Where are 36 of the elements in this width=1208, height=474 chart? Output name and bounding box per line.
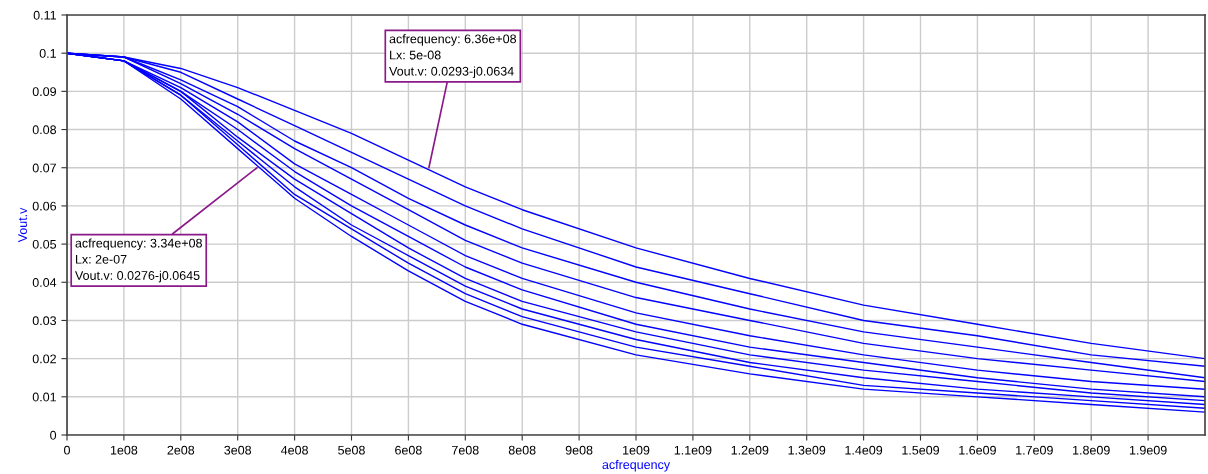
x-axis-title: acfrequency — [602, 459, 671, 472]
y-tick-label: 0.09 — [32, 87, 56, 97]
x-tick-label: 2e08 — [167, 445, 195, 455]
x-tick-label: 8e08 — [508, 445, 536, 455]
x-tick-label: 1.4e09 — [845, 445, 883, 455]
x-tick-label: 1.6e09 — [959, 445, 996, 455]
annotation: acfrequency: 6.36e+08 Lx: 5e-08 Vout.v: 0.0293-j0.0634 — [389, 34, 517, 79]
x-tick-label: 1.3e09 — [788, 445, 826, 455]
x-tick-label: 1.5e09 — [902, 445, 940, 455]
x-tick-label: 1e09 — [623, 445, 650, 455]
y-tick-label: 0.11 — [33, 10, 56, 20]
annotation: acfrequency: 3.34e+08 Lx: 2e-07 Vout.v: 0.0276-j0.0645 — [75, 238, 202, 283]
y-tick-label: 0.02 — [32, 354, 56, 364]
y-tick-label: 0.1 — [39, 48, 56, 58]
y-tick-label: 0 — [50, 430, 57, 440]
y-tick-label: 0.04 — [32, 278, 57, 287]
x-tick-label: 6e08 — [395, 445, 422, 455]
x-tick-label: 1.7e09 — [1016, 445, 1053, 455]
y-tick-label: 0.08 — [32, 125, 57, 135]
x-tick-label: 3e08 — [224, 445, 252, 455]
y-tick-label: 0.03 — [32, 316, 57, 326]
x-tick-label: 9e08 — [565, 445, 593, 455]
x-tick-label: 7e08 — [452, 445, 479, 455]
y-tick-label: 0.01 — [32, 392, 56, 402]
x-tick-label: 1.2e09 — [731, 445, 769, 455]
y-tick-label: 0.06 — [32, 201, 57, 211]
x-tick-label: 1e08 — [110, 445, 138, 455]
x-tick-label: 5e08 — [338, 445, 365, 455]
x-tick-label: 1.9e09 — [1129, 445, 1167, 455]
x-tick-label: 0 — [64, 445, 70, 455]
y-tick-label: 0.07 — [32, 163, 56, 173]
x-tick-label: 1.1e09 — [674, 445, 712, 455]
y-axis-title: Vout.v — [18, 207, 28, 243]
x-tick-label: 1.8e09 — [1073, 445, 1110, 455]
x-tick-label: 4e08 — [280, 445, 308, 455]
y-tick-label: 0.05 — [32, 239, 57, 249]
